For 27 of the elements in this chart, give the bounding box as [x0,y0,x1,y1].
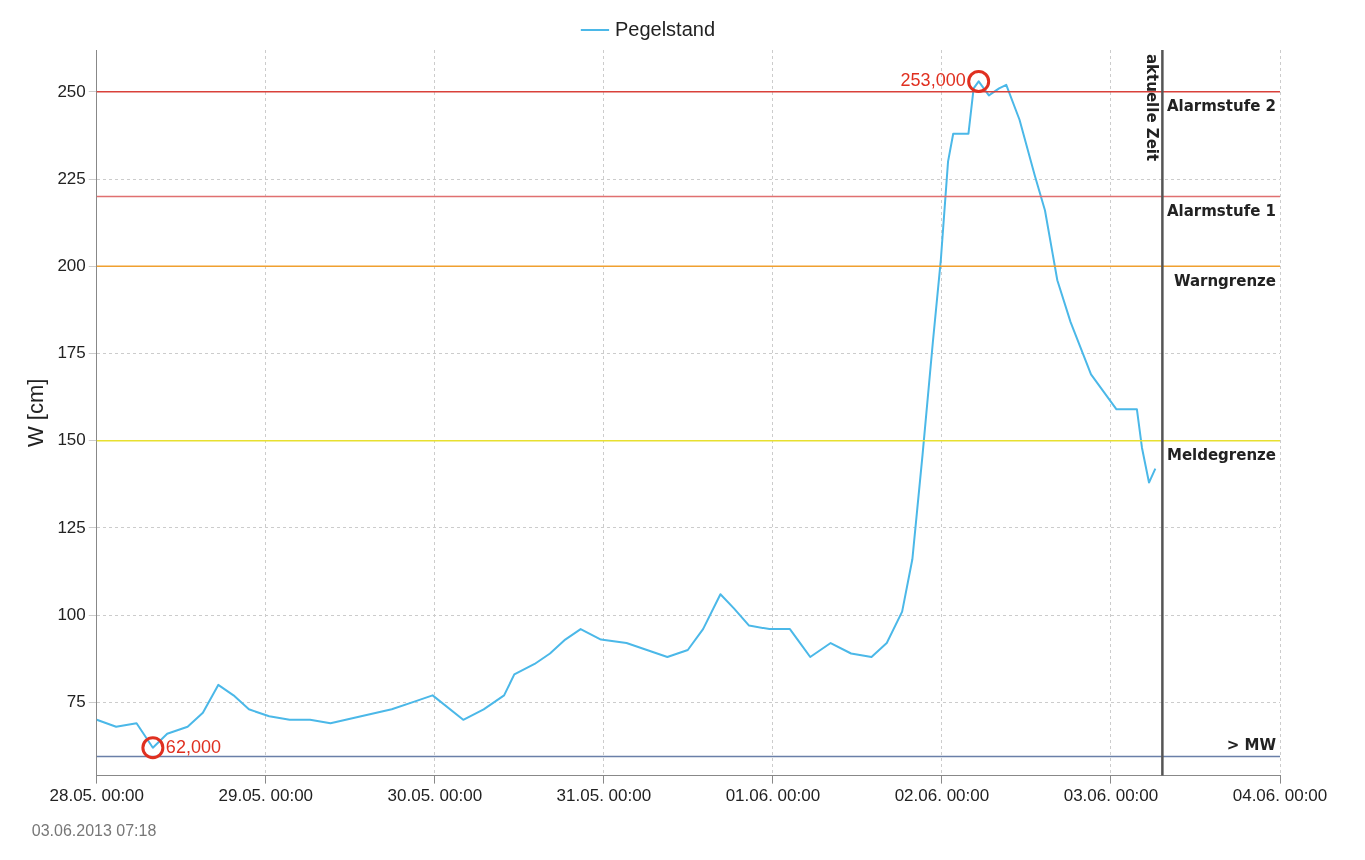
x-tick-label: 31.05. 00:00 [556,786,652,806]
ref-line-label: Alarmstufe 2 [1166,97,1276,116]
annotation: 62,000 [165,736,221,757]
ref-line-label: Alarmstufe 1 [1166,201,1276,220]
y-tick-label: 250 [57,81,86,101]
legend-label: Pegelstand [614,17,716,40]
ref-line-label: Warngrenze [1173,271,1276,290]
x-tick-label: 04.06. 00:00 [1232,786,1328,806]
x-tick-label: 29.05. 00:00 [218,786,314,806]
ref-line-label: Meldegrenze [1166,446,1276,465]
x-tick-label: 30.05. 00:00 [387,786,483,806]
ref-line-label: > MW [1226,735,1277,754]
annotation: 253,000 [900,70,966,91]
x-tick-label: 03.06. 00:00 [1063,786,1159,806]
y-tick-label: 100 [57,604,86,624]
y-tick-label: 200 [57,255,86,275]
y-tick-label: 75 [66,692,86,712]
y-tick-label: 225 [57,168,86,188]
y-axis-title: W [cm] [23,378,49,448]
x-tick-label: 28.05. 00:00 [49,786,145,806]
y-tick-label: 150 [57,430,86,450]
text: 03.06.2013 07:18 [31,822,157,840]
y-tick-label: 125 [57,517,86,537]
ref-line-label: aktuelle Zeit [1142,54,1161,162]
x-tick-label: 01.06. 00:00 [725,786,821,806]
y-tick-label: 175 [57,343,86,363]
x-tick-label: 02.06. 00:00 [894,786,990,806]
